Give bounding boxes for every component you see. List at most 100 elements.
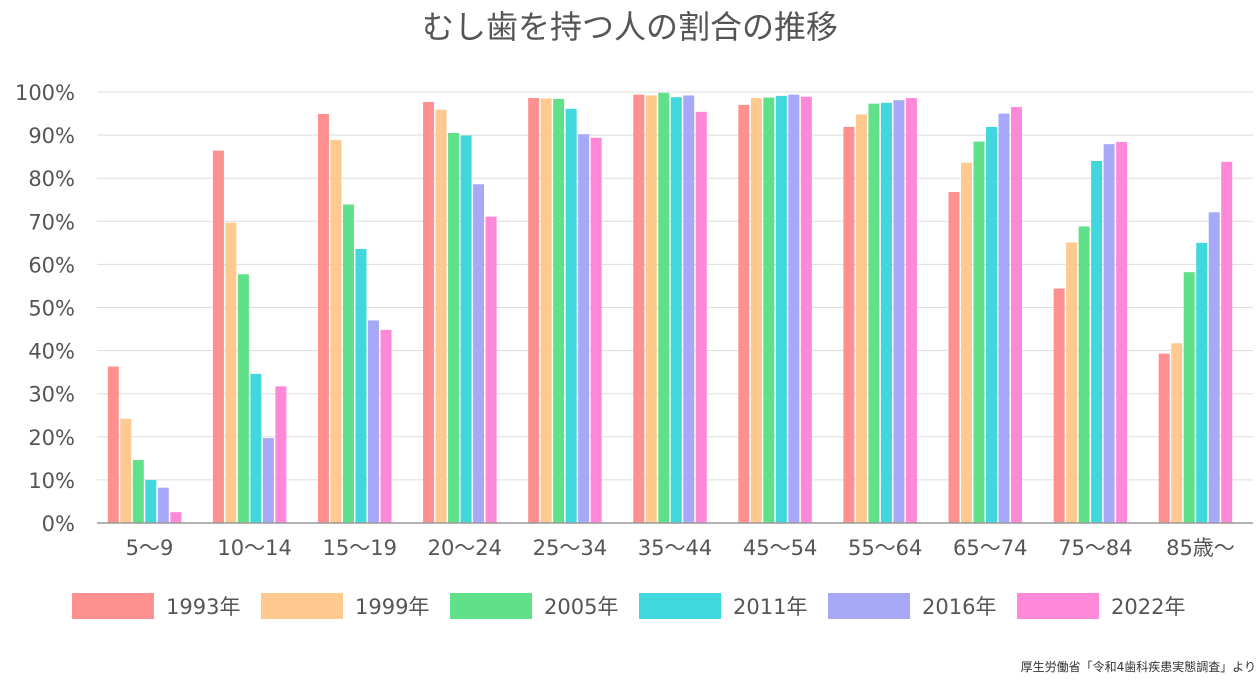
bar: [342, 204, 354, 523]
bar: [565, 108, 577, 524]
bar: [948, 191, 960, 523]
legend-swatch: [828, 593, 910, 619]
bar: [145, 479, 157, 523]
x-tick-label: 85歳〜: [1166, 536, 1235, 560]
bar: [157, 487, 169, 523]
legend-swatch: [72, 593, 154, 619]
legend-swatch: [261, 593, 343, 619]
legend: 1993年 1999年 2005年 2011年 2016年 2022年: [72, 593, 1185, 619]
bar: [855, 114, 867, 524]
bar: [355, 248, 367, 523]
x-tick-label: 45〜54: [743, 536, 817, 560]
bar: [423, 101, 435, 524]
bar: [435, 109, 447, 524]
bar: [1091, 160, 1103, 523]
y-tick-label: 80%: [28, 167, 75, 191]
bar: [237, 274, 249, 523]
bar: [788, 94, 800, 523]
y-tick-label: 20%: [28, 426, 75, 450]
legend-label: 2011年: [733, 595, 807, 619]
legend-label: 1993年: [166, 595, 240, 619]
source-note: 厚生労働省「令和4歯科疾患実態調査」より: [1021, 659, 1256, 674]
bar: [1171, 343, 1183, 523]
y-axis-ticks: 0% 10% 20% 30% 40% 50% 60% 70% 80% 90% 100%: [15, 81, 75, 536]
bar: [212, 150, 224, 523]
x-tick-label: 15〜19: [323, 536, 397, 560]
bar: [553, 98, 565, 523]
bar: [540, 98, 552, 523]
y-tick-label: 60%: [28, 253, 75, 277]
bar: [683, 95, 695, 523]
bar: [800, 96, 812, 523]
y-tick-label: 70%: [28, 210, 75, 234]
legend-swatch: [450, 593, 532, 619]
bar: [170, 512, 182, 523]
bar: [275, 386, 287, 523]
bar: [961, 162, 973, 523]
bar: [448, 132, 460, 523]
x-axis-ticks: 5〜9 10〜14 15〜19 20〜24 25〜34 35〜44 45〜54 55〜64 65…: [126, 536, 1235, 560]
bar: [1183, 272, 1195, 523]
x-tick-label: 25〜34: [533, 536, 607, 560]
x-tick-label: 10〜14: [217, 536, 291, 560]
bar: [843, 126, 855, 523]
y-tick-label: 0%: [42, 512, 75, 536]
bar: [868, 103, 880, 524]
x-tick-label: 5〜9: [126, 536, 174, 560]
y-tick-label: 40%: [28, 340, 75, 364]
bar: [590, 137, 602, 523]
y-tick-label: 10%: [28, 469, 75, 493]
bar: [367, 320, 379, 523]
x-tick-label: 55〜64: [848, 536, 922, 560]
bar: [473, 184, 485, 523]
bar: [695, 111, 707, 524]
bar: [880, 102, 892, 524]
bar: [1208, 212, 1220, 523]
bar: [250, 373, 262, 523]
x-tick-label: 35〜44: [638, 536, 712, 560]
x-tick-label: 75〜84: [1058, 536, 1132, 560]
bar: [132, 460, 144, 523]
bar: [460, 135, 472, 523]
legend-swatch: [639, 593, 721, 619]
bar: [645, 95, 657, 523]
bar: [485, 216, 497, 523]
bar: [1158, 353, 1170, 523]
bar: [1078, 226, 1090, 524]
bar: [905, 98, 917, 523]
bar: [1011, 107, 1023, 524]
y-tick-label: 30%: [28, 383, 75, 407]
bar: [107, 366, 119, 523]
bar: [225, 222, 237, 523]
bar: [1053, 288, 1065, 523]
y-tick-label: 50%: [28, 297, 75, 321]
x-tick-label: 20〜24: [428, 536, 502, 560]
legend-label: 2005年: [544, 595, 618, 619]
bar: [670, 97, 682, 523]
bar: [986, 126, 998, 523]
bar: [775, 95, 787, 523]
bar: [763, 97, 775, 523]
bar: [528, 98, 540, 523]
bar: [973, 141, 985, 523]
bar: [1116, 141, 1128, 523]
bars: [107, 92, 1233, 524]
legend-label: 2022年: [1111, 595, 1185, 619]
bar: [380, 329, 392, 523]
x-tick-label: 65〜74: [953, 536, 1027, 560]
bar: [998, 113, 1010, 524]
bar: [330, 139, 342, 523]
bar: [750, 98, 762, 523]
bar: [578, 134, 590, 523]
bar: [658, 92, 670, 523]
bar: [262, 438, 274, 523]
bar: [893, 100, 905, 524]
bar: [1103, 144, 1115, 523]
bar: [633, 94, 645, 523]
y-tick-label: 100%: [15, 81, 75, 105]
legend-label: 2016年: [922, 595, 996, 619]
y-tick-label: 90%: [28, 124, 75, 148]
chart-title: むし歯を持つ人の割合の推移: [422, 8, 838, 46]
bar: [738, 104, 750, 524]
